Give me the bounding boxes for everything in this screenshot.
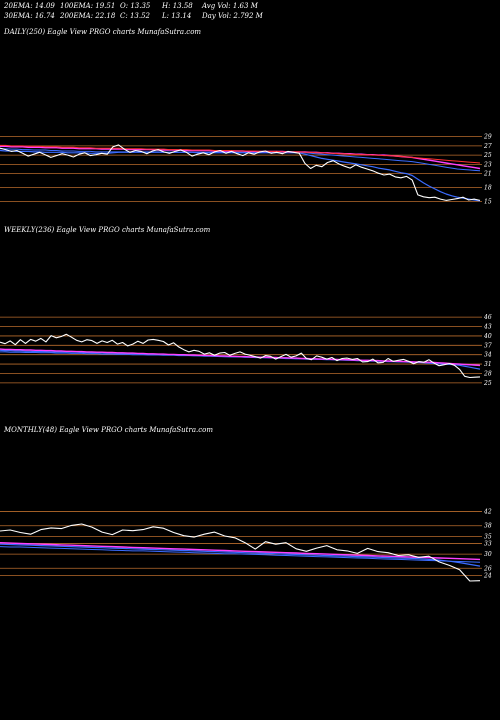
y-tick-label: 34 <box>484 352 492 359</box>
y-tick-label: 30 <box>484 551 492 558</box>
y-tick-label: 40 <box>483 333 492 340</box>
header-ema30: 30EMA: 16.74 <box>4 12 55 20</box>
y-tick-label: 38 <box>484 523 492 530</box>
ema-long-line <box>0 144 481 164</box>
price-line <box>0 333 481 379</box>
y-tick-label: 25 <box>483 152 492 159</box>
panel-title: DAILY(250) Eagle View PRGO charts Munafa… <box>3 28 201 36</box>
y-tick-label: 29 <box>483 134 492 141</box>
y-tick-label: 35 <box>484 533 492 540</box>
y-tick-label: 43 <box>483 324 492 331</box>
y-tick-label: 37 <box>484 342 492 349</box>
header-high: H: 13.58 <box>162 2 193 10</box>
ema-fast-line <box>0 149 481 202</box>
y-tick-label: 24 <box>483 572 492 579</box>
chart-panel-3: MONTHLY(48) Eagle View PRGO charts Munaf… <box>0 426 492 582</box>
y-tick-label: 15 <box>484 198 492 205</box>
header-low: L: 13.14 <box>162 12 192 20</box>
header-open: O: 13.35 <box>120 2 151 10</box>
ema-slow-line <box>0 348 481 366</box>
y-tick-label: 26 <box>483 565 492 572</box>
header-avg-vol: Avg Vol: 1.63 M <box>202 2 258 10</box>
y-tick-label: 33 <box>484 540 492 547</box>
price-line <box>0 144 481 201</box>
chart-panel-1: DAILY(250) Eagle View PRGO charts Munafa… <box>0 28 492 205</box>
ema-fast-line <box>0 543 481 567</box>
ema-slow-line <box>0 542 481 561</box>
ema-mid-line <box>0 351 481 367</box>
header-ema200: 200EMA: 22.18 <box>60 12 116 20</box>
ema-mid-line <box>0 546 481 563</box>
header-ema20: 20EMA: 14.09 <box>4 2 55 10</box>
y-tick-label: 23 <box>483 161 492 168</box>
y-tick-label: 27 <box>483 143 492 150</box>
y-tick-label: 25 <box>483 380 492 387</box>
y-tick-label: 18 <box>484 185 492 192</box>
header-close: C: 13.52 <box>120 12 150 20</box>
panel-title: WEEKLY(236) Eagle View PRGO charts Munaf… <box>4 226 211 234</box>
y-tick-label: 46 <box>483 314 492 321</box>
header-ema100: 100EMA: 19.51 <box>60 2 116 10</box>
y-tick-label: 31 <box>484 361 492 368</box>
ema-mid-line <box>0 148 481 172</box>
y-tick-label: 21 <box>483 171 492 178</box>
y-tick-label: 28 <box>483 370 492 377</box>
panel-title: MONTHLY(48) Eagle View PRGO charts Munaf… <box>3 426 213 434</box>
chart-panel-2: WEEKLY(236) Eagle View PRGO charts Munaf… <box>0 226 492 387</box>
y-tick-label: 42 <box>483 509 492 516</box>
price-line <box>0 523 481 582</box>
header-day-vol: Day Vol: 2.792 M <box>202 12 263 20</box>
